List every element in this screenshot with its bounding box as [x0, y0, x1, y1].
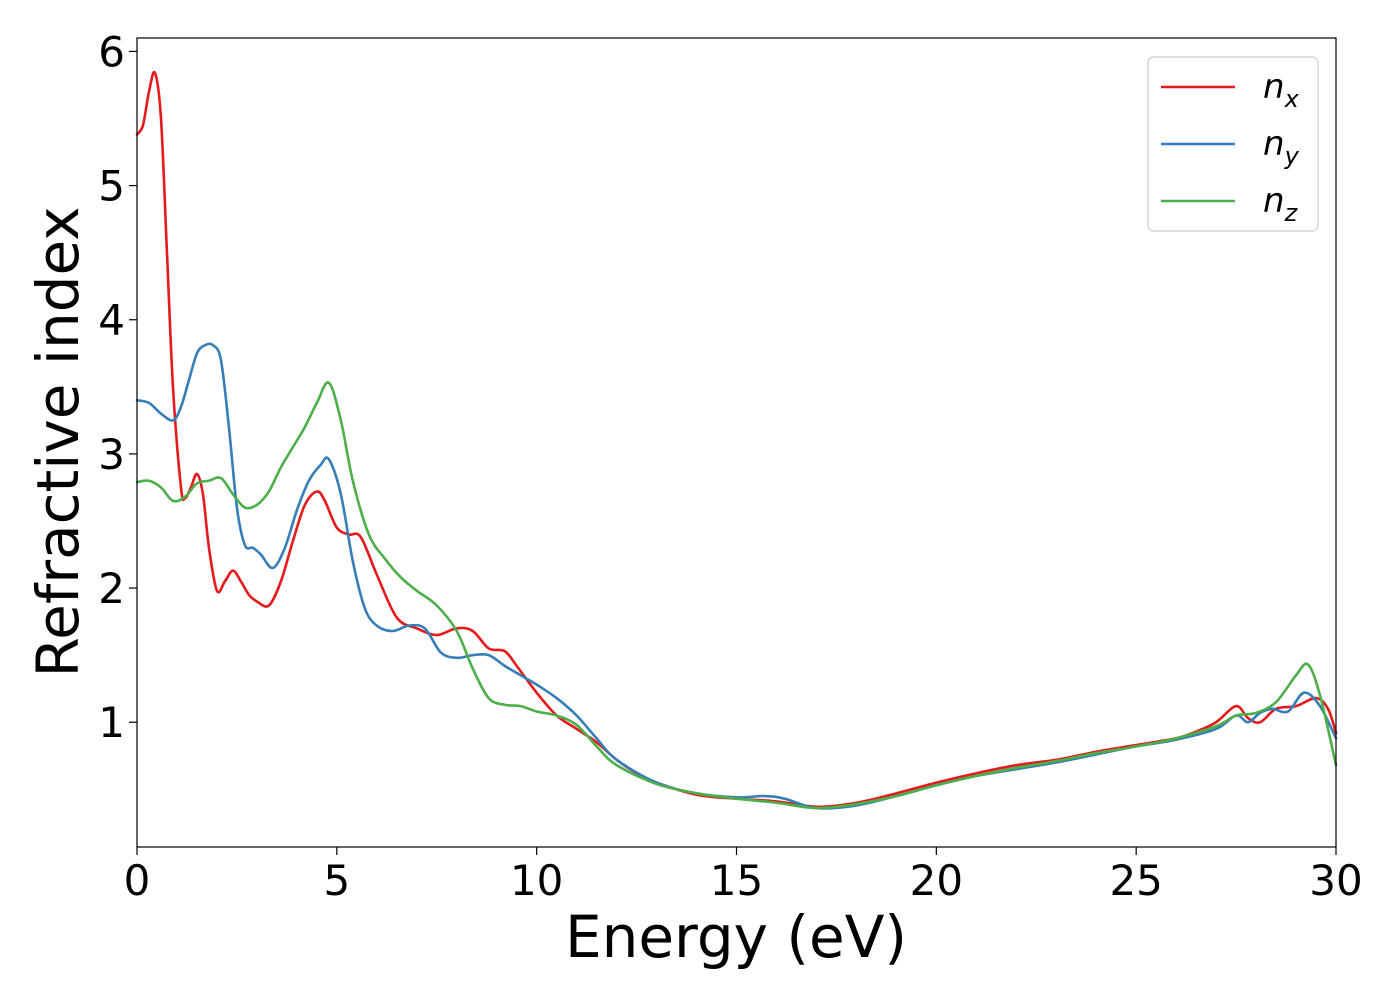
y-tick-label: 4 — [98, 296, 125, 345]
series-line-nx — [135, 70, 1338, 809]
series-line-nz — [135, 381, 1338, 810]
legend-label-base: n — [1263, 67, 1285, 107]
x-axis: 0 5 10 15 20 25 30 — [124, 847, 1363, 905]
x-tick-label: 30 — [1309, 856, 1362, 905]
y-axis-title: Refractive index — [24, 206, 92, 677]
legend-label-base: n — [1263, 181, 1285, 221]
x-tick-label: 25 — [1109, 856, 1162, 905]
plot-background — [137, 38, 1336, 847]
x-tick-label: 5 — [323, 856, 350, 905]
series-layer — [135, 70, 1338, 810]
y-tick-label: 5 — [98, 162, 125, 211]
y-tick-label: 6 — [98, 27, 125, 76]
legend-label-ny: ny — [1263, 124, 1300, 170]
legend-label-nz: nz — [1263, 181, 1299, 227]
x-tick-label: 0 — [124, 856, 151, 905]
legend-label-subscript: z — [1284, 199, 1299, 227]
x-tick-label: 20 — [910, 856, 963, 905]
y-tick-label: 1 — [98, 698, 125, 747]
x-tick-label: 10 — [510, 856, 563, 905]
y-axis: 1 2 3 4 5 6 — [98, 27, 137, 747]
x-axis-title: Energy (eV) — [565, 903, 907, 971]
legend-label-nx: nx — [1263, 67, 1300, 113]
y-tick-label: 3 — [98, 430, 125, 479]
x-tick-label: 15 — [710, 856, 763, 905]
legend-label-subscript: x — [1284, 85, 1300, 113]
legend-label-base: n — [1263, 124, 1285, 164]
y-tick-label: 2 — [98, 564, 125, 613]
legend-label-subscript: y — [1284, 142, 1300, 170]
